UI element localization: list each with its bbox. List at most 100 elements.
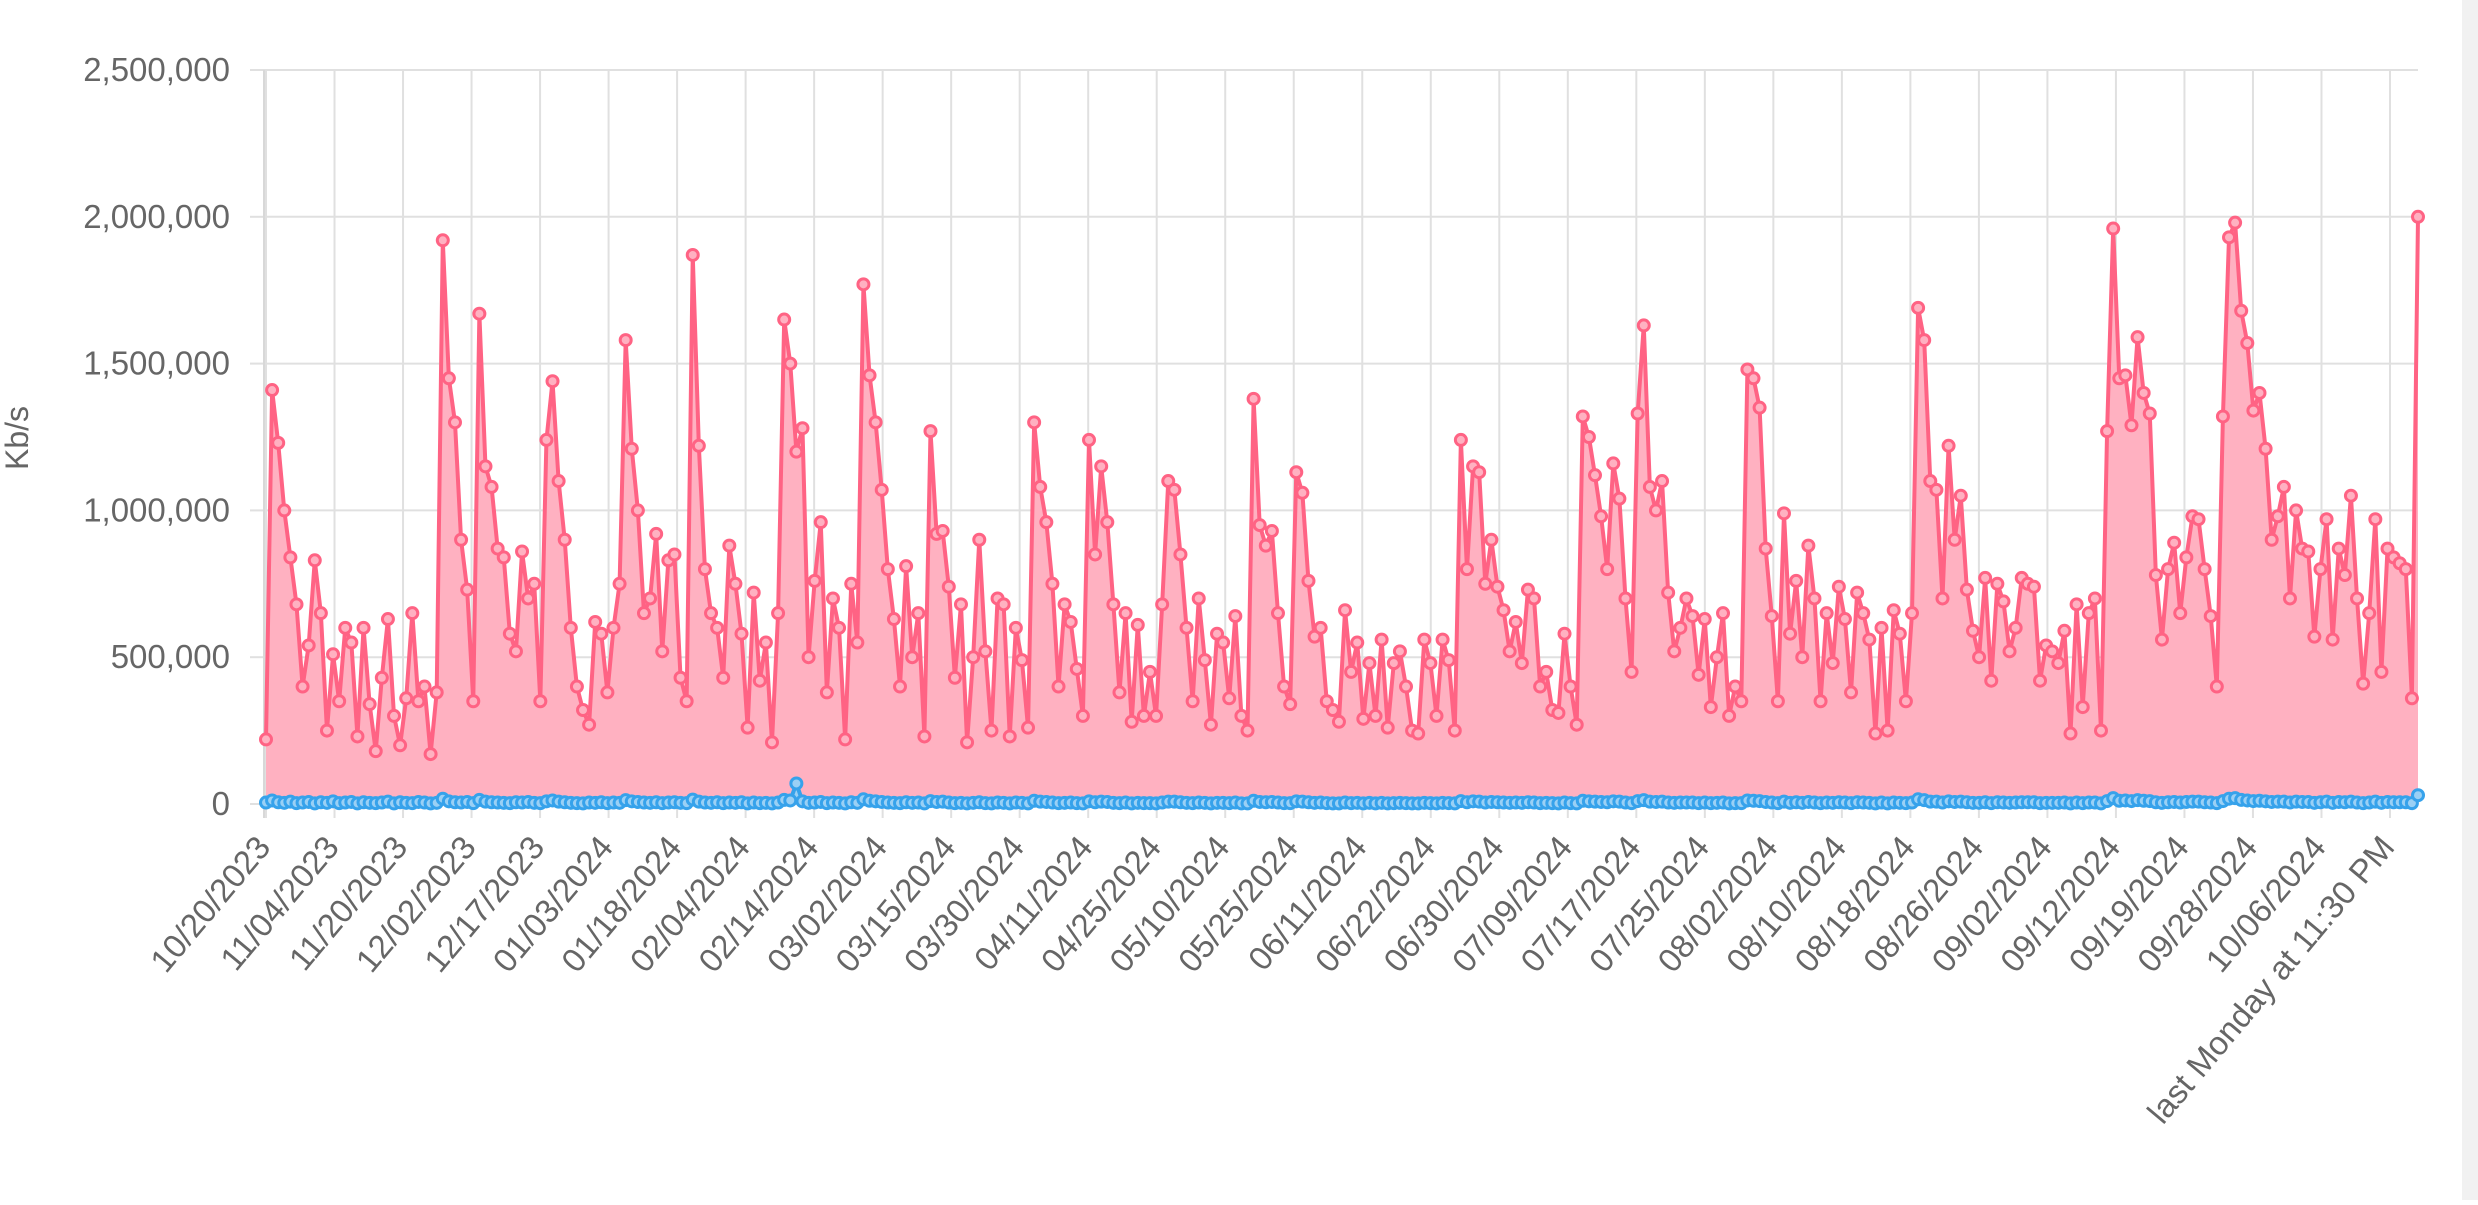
data-point [1057, 597, 1072, 612]
data-point [502, 626, 517, 641]
data-point [1935, 591, 1950, 606]
y-tick-label: 2,500,000 [83, 51, 230, 88]
data-point [1813, 694, 1828, 709]
data-point [1783, 626, 1798, 641]
data-point [1021, 720, 1036, 735]
data-point [2356, 676, 2371, 691]
data-point [1648, 503, 1663, 518]
data-point [1325, 703, 1340, 718]
data-point [2240, 336, 2255, 351]
data-point [368, 744, 383, 759]
data-point [1697, 612, 1712, 627]
data-point [2093, 723, 2108, 738]
data-point [1874, 620, 1889, 635]
data-point [899, 559, 914, 574]
data-point [1856, 606, 1871, 621]
data-point [2215, 409, 2230, 424]
data-point [1514, 656, 1529, 671]
data-point [2368, 512, 2383, 527]
data-point [618, 333, 633, 348]
data-point [1331, 714, 1346, 729]
data-point [1758, 541, 1773, 556]
data-point [1807, 591, 1822, 606]
data-point [2246, 403, 2261, 418]
data-point [923, 424, 938, 439]
data-point [1374, 632, 1389, 647]
data-point [2228, 215, 2243, 230]
data-point [1435, 632, 1450, 647]
data-point [1240, 723, 1255, 738]
data-point [746, 585, 761, 600]
data-point [2063, 726, 2078, 741]
data-point [1764, 609, 1779, 624]
data-point [1252, 518, 1267, 533]
data-point [2161, 562, 2176, 577]
data-point [2057, 623, 2072, 638]
data-point [2301, 544, 2316, 559]
data-point [972, 532, 987, 547]
data-point [533, 694, 548, 709]
data-point [1399, 679, 1414, 694]
data-point [588, 614, 603, 629]
data-point [2362, 606, 2377, 621]
data-point [886, 612, 901, 627]
data-point [2081, 606, 2096, 621]
data-point [1338, 603, 1353, 618]
data-point [521, 591, 536, 606]
data-point [1453, 432, 1468, 447]
data-point [1636, 318, 1651, 333]
data-point [1844, 685, 1859, 700]
data-point [2106, 221, 2121, 236]
data-point [862, 368, 877, 383]
data-point [2008, 620, 2023, 635]
data-point [2148, 567, 2163, 582]
series-1 [259, 209, 2425, 805]
data-point [417, 679, 432, 694]
scrollbar[interactable] [2462, 0, 2478, 1200]
data-point [447, 415, 462, 430]
data-point [576, 703, 591, 718]
data-point [1069, 661, 1084, 676]
data-point [1618, 591, 1633, 606]
data-point [326, 647, 341, 662]
data-point [2087, 591, 2102, 606]
data-point [1496, 603, 1511, 618]
data-point [2222, 230, 2237, 245]
data-point [435, 233, 450, 248]
data-point [868, 415, 883, 430]
data-point [1417, 632, 1432, 647]
data-point [807, 573, 822, 588]
data-point [917, 729, 932, 744]
data-point [265, 383, 280, 398]
data-point [387, 708, 402, 723]
data-point [1411, 726, 1426, 741]
data-point [825, 591, 840, 606]
data-point [2289, 503, 2304, 518]
data-point [2258, 441, 2273, 456]
data-point [1124, 714, 1139, 729]
data-point [338, 620, 353, 635]
data-point [2075, 700, 2090, 715]
data-point [2026, 579, 2041, 594]
data-point [515, 544, 530, 559]
data-point [1063, 614, 1078, 629]
data-point [643, 591, 658, 606]
data-point [728, 576, 743, 591]
data-point [1868, 726, 1883, 741]
data-point [1075, 708, 1090, 723]
data-point [1953, 488, 1968, 503]
data-point [472, 306, 487, 321]
data-point [1197, 653, 1212, 668]
data-point [1892, 626, 1907, 641]
data-point [966, 650, 981, 665]
data-point [1734, 694, 1749, 709]
data-point [259, 732, 273, 747]
data-point [1752, 400, 1767, 415]
data-point [1667, 644, 1682, 659]
series [259, 209, 2425, 811]
data-point [764, 735, 779, 750]
data-point [496, 550, 511, 565]
data-point [1088, 547, 1103, 562]
data-point [301, 638, 316, 653]
data-point [1344, 664, 1359, 679]
